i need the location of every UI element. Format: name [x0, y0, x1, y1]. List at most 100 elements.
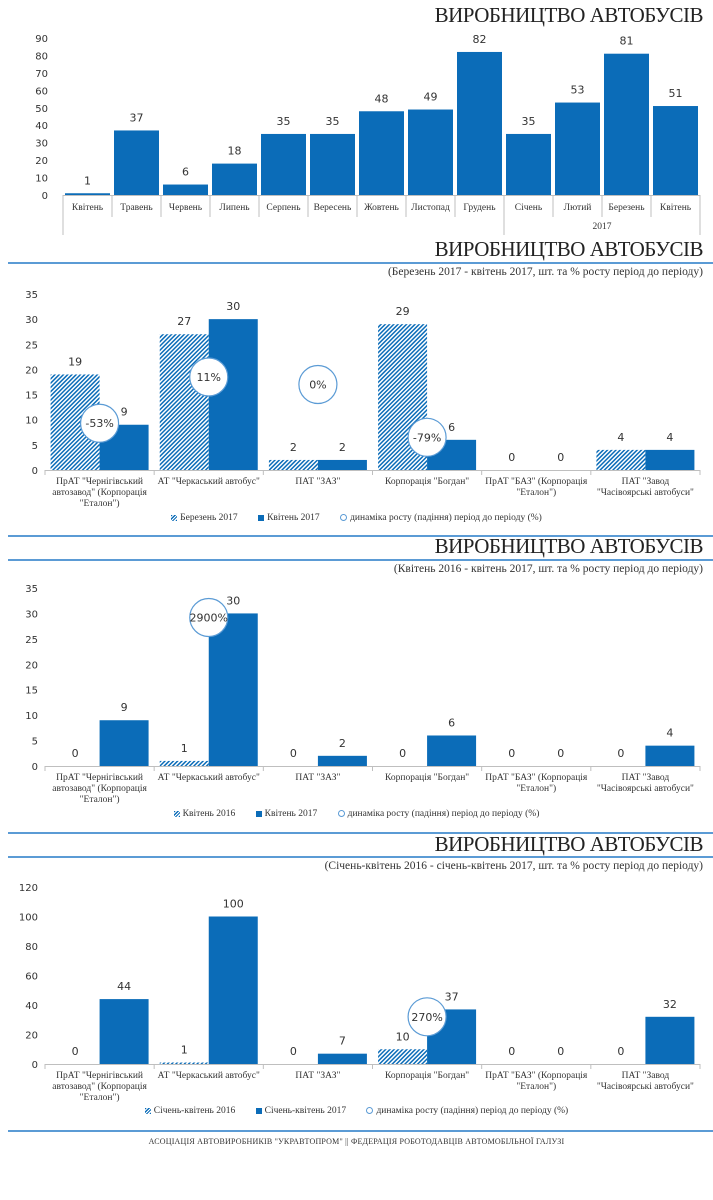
- category-label: "Еталон"): [516, 1081, 556, 1092]
- category-label: Березень: [608, 203, 645, 213]
- y-tick-label: 20: [25, 365, 38, 376]
- bar-hatched: [268, 459, 318, 470]
- category-label: Серпень: [266, 203, 301, 213]
- bar-solid: [208, 916, 258, 1064]
- y-tick-label: 40: [35, 121, 48, 132]
- category-label: Січень: [515, 203, 543, 213]
- data-label: 49: [424, 91, 438, 104]
- bar: [506, 133, 551, 195]
- hatch-swatch-icon: [171, 514, 178, 521]
- bar-solid: [99, 720, 149, 766]
- data-label: 37: [445, 990, 459, 1003]
- data-label: 10: [396, 1030, 410, 1043]
- legend-item-series1: Січень-квітень 2016: [144, 1106, 235, 1116]
- data-label: 48: [375, 92, 389, 105]
- bar: [653, 106, 698, 195]
- y-tick-label: 120: [19, 883, 38, 894]
- category-label: Липень: [219, 203, 250, 213]
- data-label: 9: [121, 406, 128, 419]
- data-label: 2: [339, 441, 346, 454]
- category-label: Корпорація "Богдан": [385, 773, 469, 783]
- bar: [310, 133, 355, 195]
- y-tick-label: 20: [35, 156, 48, 167]
- legend-item-series2: Січень-квітень 2017: [255, 1106, 346, 1116]
- data-label: 44: [117, 980, 131, 993]
- data-label: 19: [68, 355, 82, 368]
- legend-item-series2: Квітень 2017: [258, 513, 320, 523]
- growth-bubble: [407, 417, 447, 457]
- data-label: 81: [620, 35, 634, 48]
- y-tick-label: 70: [35, 69, 48, 80]
- bar: [604, 53, 649, 196]
- category-label: "Еталон"): [80, 794, 120, 805]
- category-label: ПАТ "Завод: [622, 1071, 670, 1081]
- data-label: 6: [182, 166, 189, 179]
- y-tick-label: 80: [35, 51, 48, 62]
- chart4-top-divider: [8, 832, 713, 834]
- category-label: Квітень: [660, 203, 692, 213]
- y-tick-label: 100: [19, 913, 38, 924]
- category-label: Травень: [120, 203, 153, 213]
- bar-hatched: [159, 334, 209, 470]
- data-label: 100: [223, 898, 244, 911]
- chart3-divider: [8, 559, 713, 561]
- data-label: 37: [130, 111, 144, 124]
- category-label: автозавод" (Корпорація: [52, 487, 147, 498]
- data-label: 6: [448, 716, 455, 729]
- data-label: 0: [72, 747, 79, 760]
- category-label: Жовтень: [364, 203, 399, 213]
- bar-hatched: [159, 760, 209, 766]
- data-label: 7: [339, 1035, 346, 1048]
- legend-item-growth: динаміка росту (падіння) період до періо…: [337, 809, 539, 819]
- circle-swatch-icon: [366, 1107, 374, 1115]
- bar-solid: [645, 745, 695, 766]
- data-label: 82: [473, 33, 487, 46]
- y-tick-label: 30: [25, 315, 38, 326]
- data-label: 9: [121, 701, 128, 714]
- y-tick-label: 10: [25, 711, 38, 722]
- bar-solid: [317, 459, 367, 470]
- data-label: 18: [228, 145, 242, 158]
- legend-item-series1: Березень 2017: [171, 513, 238, 523]
- bar: [212, 163, 257, 195]
- chart3-top-divider: [8, 535, 713, 537]
- growth-bubble: [189, 597, 229, 638]
- y-tick-label: 0: [32, 1060, 38, 1071]
- data-label: 1: [181, 742, 188, 755]
- chart2-divider: [8, 262, 713, 264]
- data-label: 27: [177, 315, 191, 328]
- bar-solid: [208, 613, 258, 766]
- growth-label: -79%: [413, 431, 441, 444]
- category-label: Корпорація "Богдан": [385, 1071, 469, 1081]
- hatch-swatch-icon: [144, 1107, 151, 1114]
- data-label: 6: [448, 421, 455, 434]
- category-label: Лютий: [564, 202, 592, 213]
- bar-hatched: [378, 1049, 428, 1064]
- y-tick-label: 10: [35, 174, 48, 185]
- legend-item-growth: динаміка росту (падіння) період до періо…: [366, 1106, 568, 1116]
- data-label: 1: [84, 174, 91, 187]
- category-label: АТ "Черкаський автобус": [158, 476, 260, 487]
- data-label: 0: [557, 747, 564, 760]
- data-label: 53: [571, 84, 585, 97]
- footer-divider: [8, 1130, 713, 1132]
- y-tick-label: 5: [32, 441, 38, 452]
- category-label: Грудень: [463, 203, 496, 213]
- data-label: 0: [557, 1045, 564, 1058]
- y-tick-label: 15: [25, 391, 38, 402]
- data-label: 30: [226, 594, 240, 607]
- y-tick-label: 60: [25, 972, 38, 983]
- category-label: ПрАТ "Чернігівський: [56, 772, 143, 783]
- solid-swatch-icon: [258, 514, 265, 521]
- category-label: Вересень: [314, 203, 352, 213]
- data-label: 35: [522, 115, 536, 128]
- bar: [555, 102, 600, 195]
- data-label: 0: [617, 747, 624, 760]
- category-label: "Еталон"): [516, 783, 556, 794]
- data-label: 35: [277, 115, 291, 128]
- chart4-divider: [8, 856, 713, 858]
- chart2-legend: Березень 2017 Квітень 2017 динаміка рост…: [0, 513, 713, 523]
- data-label: 4: [666, 431, 673, 444]
- data-label: 51: [669, 87, 683, 100]
- chart2-subtitle: (Березень 2017 - квітень 2017, шт. та % …: [387, 266, 703, 278]
